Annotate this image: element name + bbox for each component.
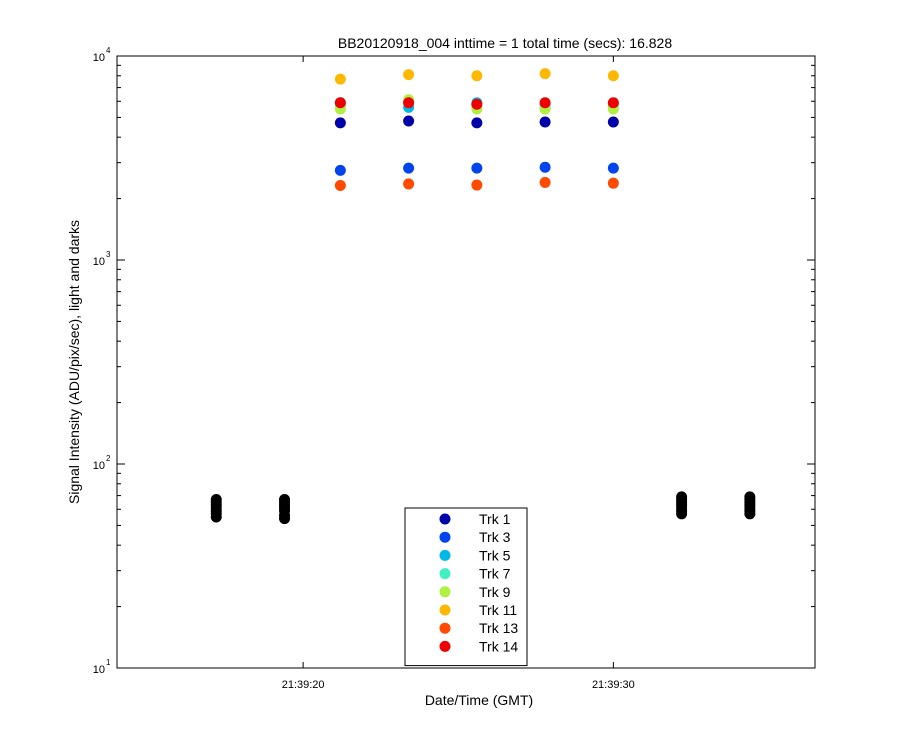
dark-point xyxy=(676,491,688,503)
series-point-trk-11 xyxy=(471,70,483,82)
series-point-trk-13 xyxy=(539,176,551,188)
series-point-trk-14 xyxy=(539,97,551,109)
x-tick-label: 21:39:30 xyxy=(592,679,635,691)
series-point-trk-14 xyxy=(607,97,619,109)
series-point-trk-11 xyxy=(539,68,551,80)
y-tick-exponent: 2 xyxy=(106,454,111,463)
dark-point xyxy=(210,493,222,505)
y-tick-exponent: 1 xyxy=(106,658,111,667)
series-point-trk-13 xyxy=(607,177,619,189)
y-tick-exponent: 3 xyxy=(106,250,111,259)
legend-label: Trk 11 xyxy=(479,602,517,618)
legend-marker xyxy=(439,586,451,598)
legend-box xyxy=(404,507,528,667)
series-point-trk-11 xyxy=(403,69,415,81)
x-axis-label: Date/Time (GMT) xyxy=(425,692,533,708)
series-point-trk-13 xyxy=(471,179,483,191)
plot-marks xyxy=(210,68,756,525)
series-point-trk-11 xyxy=(607,70,619,82)
series-point-trk-1 xyxy=(607,116,619,128)
series-point-trk-1 xyxy=(471,117,483,129)
series-point-trk-13 xyxy=(403,178,415,190)
legend-label: Trk 13 xyxy=(479,620,518,636)
series-point-trk-14 xyxy=(471,98,483,110)
series-point-trk-1 xyxy=(334,117,346,129)
legend-label: Trk 3 xyxy=(479,529,511,545)
series-point-trk-1 xyxy=(403,115,415,127)
y-tick-label: 10 xyxy=(93,664,105,676)
series-point-trk-3 xyxy=(334,164,346,176)
legend-label: Trk 14 xyxy=(479,638,518,654)
legend-marker xyxy=(439,640,451,652)
x-tick-label: 21:39:20 xyxy=(282,679,325,691)
chart-title: BB20120918_004 inttime = 1 total time (s… xyxy=(338,35,672,51)
dark-point xyxy=(744,491,756,503)
series-point-trk-3 xyxy=(607,162,619,174)
series-point-trk-11 xyxy=(334,73,346,85)
series-point-trk-14 xyxy=(403,97,415,109)
legend-marker xyxy=(439,604,451,616)
legend-marker xyxy=(439,622,451,634)
legend-marker xyxy=(439,568,451,580)
y-tick-label: 10 xyxy=(93,256,105,268)
axes-frame xyxy=(116,55,816,669)
series-point-trk-3 xyxy=(403,162,415,174)
y-tick-exponent: 4 xyxy=(106,46,111,55)
series-point-trk-1 xyxy=(539,116,551,128)
series-point-trk-13 xyxy=(334,179,346,191)
series-point-trk-14 xyxy=(334,97,346,109)
legend-marker xyxy=(439,513,451,525)
y-tick-label: 10 xyxy=(93,52,105,64)
dark-point xyxy=(279,493,291,505)
y-tick-label: 10 xyxy=(93,460,105,472)
legend-label: Trk 7 xyxy=(479,566,511,582)
series-point-trk-3 xyxy=(539,161,551,173)
legend-label: Trk 9 xyxy=(479,584,511,600)
y-axis-label: Signal Intensity (ADU/pix/sec), light an… xyxy=(66,220,82,504)
legend: Trk 1 Trk 3 Trk 5 Trk 7 Trk 9 Trk 11 Trk 13 Trk… xyxy=(404,507,528,667)
legend-label: Trk 1 xyxy=(479,511,511,527)
legend-marker xyxy=(439,531,451,543)
legend-marker xyxy=(439,549,451,561)
series-point-trk-3 xyxy=(471,162,483,174)
legend-label: Trk 5 xyxy=(479,547,511,563)
